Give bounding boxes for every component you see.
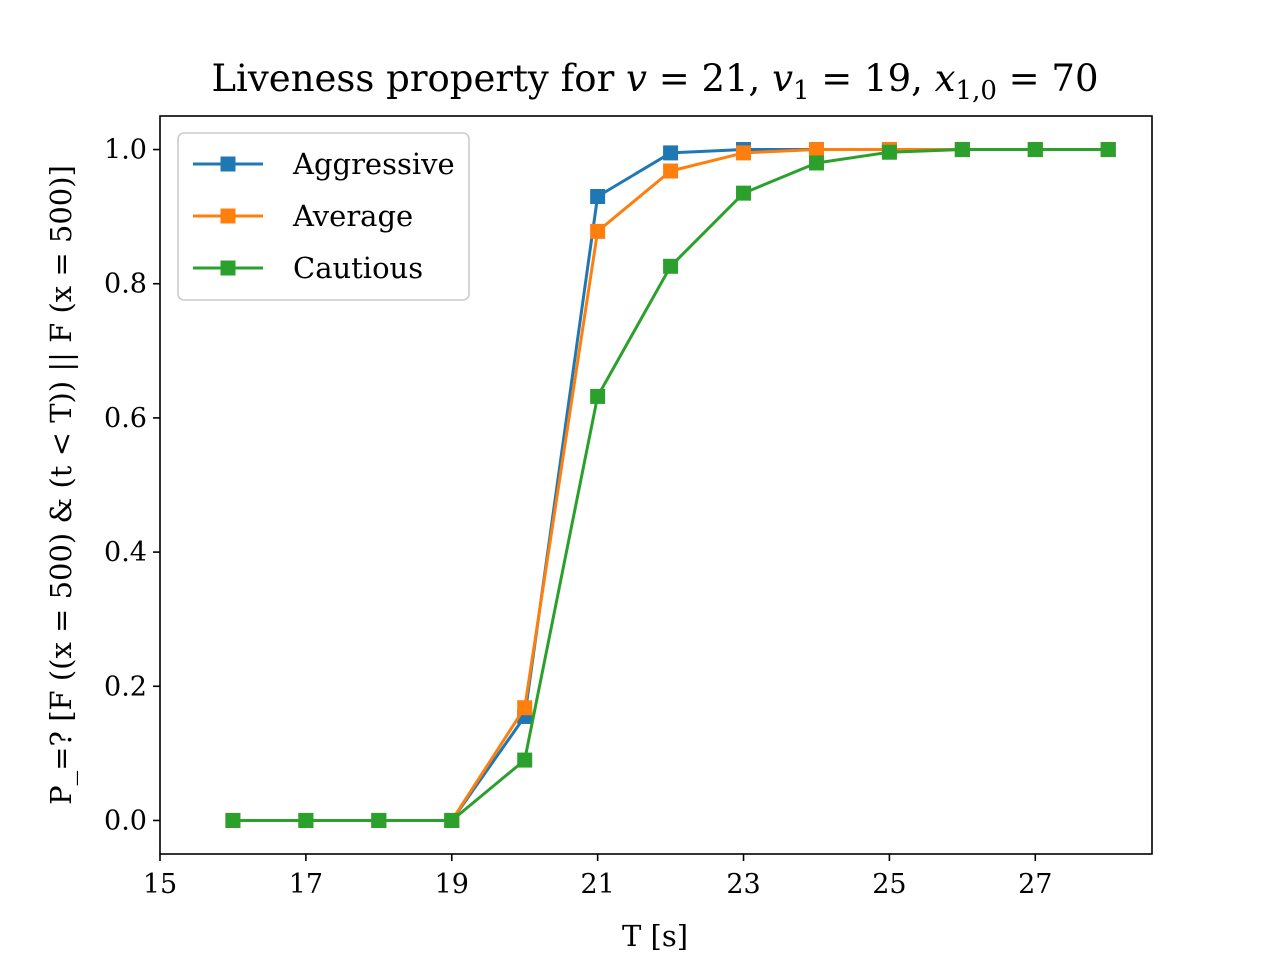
title-var-x10: x xyxy=(935,57,956,100)
x-tick-label: 27 xyxy=(1018,869,1052,900)
legend-item-average: Average xyxy=(193,199,413,233)
data-point-cautious xyxy=(517,752,533,768)
data-point-average xyxy=(736,145,752,161)
data-point-aggressive xyxy=(663,145,679,161)
x-tick-label: 21 xyxy=(580,869,614,900)
x-tick-label: 25 xyxy=(872,869,906,900)
legend-label: Aggressive xyxy=(292,147,455,181)
legend-label: Average xyxy=(292,199,413,233)
legend-marker xyxy=(220,260,236,276)
y-tick-label: 0.4 xyxy=(104,537,147,568)
legend-marker xyxy=(220,156,236,172)
x-axis-ticks: 15 17 19 21 23 25 27 xyxy=(143,854,1052,900)
title-prefix: Liveness property for xyxy=(211,57,626,100)
title-eq-x10: = 70 xyxy=(997,57,1099,100)
title-var-v1: v xyxy=(772,57,793,100)
data-point-average xyxy=(808,142,824,158)
data-point-cautious xyxy=(954,142,970,158)
data-point-cautious xyxy=(298,812,314,828)
title-eq-v1: = 19, xyxy=(810,57,935,100)
title-var-v: v xyxy=(626,57,647,100)
data-point-cautious xyxy=(663,258,679,274)
series-cautious xyxy=(225,142,1116,828)
y-axis-ticks: 0.0 0.2 0.4 0.6 0.8 1.0 xyxy=(104,135,160,836)
data-point-cautious xyxy=(590,388,606,404)
title-eq-v: = 21, xyxy=(647,57,772,100)
y-tick-label: 1.0 xyxy=(104,135,147,166)
legend-item-aggressive: Aggressive xyxy=(193,147,455,181)
legend-item-cautious: Cautious xyxy=(193,251,423,285)
legend: Aggressive Average Cautious xyxy=(177,132,470,301)
chart-title: Liveness property for v = 21, v1 = 19, x… xyxy=(211,57,1098,106)
x-tick-label: 23 xyxy=(726,869,760,900)
x-tick-label: 17 xyxy=(289,869,323,900)
data-point-cautious xyxy=(225,812,241,828)
title-sub-x10: 1,0 xyxy=(956,76,997,106)
data-point-cautious xyxy=(1100,142,1116,158)
legend-marker xyxy=(220,208,236,224)
data-point-cautious xyxy=(1027,142,1043,158)
legend-box xyxy=(177,132,470,301)
x-tick-label: 19 xyxy=(435,869,469,900)
data-point-cautious xyxy=(444,812,460,828)
legend-label: Cautious xyxy=(293,251,423,285)
plot-area-frame xyxy=(159,115,1153,855)
data-point-average xyxy=(517,700,533,716)
title-sub-v1: 1 xyxy=(793,76,810,106)
data-point-average xyxy=(663,163,679,179)
data-point-cautious xyxy=(881,144,897,160)
y-tick-label: 0.0 xyxy=(104,805,147,836)
y-tick-label: 0.8 xyxy=(104,269,147,300)
x-tick-label: 15 xyxy=(143,869,177,900)
x-axis-label: T [s] xyxy=(622,919,688,953)
data-point-cautious xyxy=(736,185,752,201)
data-point-cautious xyxy=(808,155,824,171)
series-layer xyxy=(225,142,1116,828)
y-tick-label: 0.6 xyxy=(104,403,147,434)
data-point-aggressive xyxy=(590,189,606,205)
data-point-average xyxy=(590,223,606,239)
y-axis-label: P_=? [F ((x = 500) & (t < T)) || F (x = … xyxy=(44,165,79,805)
data-point-cautious xyxy=(371,812,387,828)
y-tick-label: 0.2 xyxy=(104,671,147,702)
